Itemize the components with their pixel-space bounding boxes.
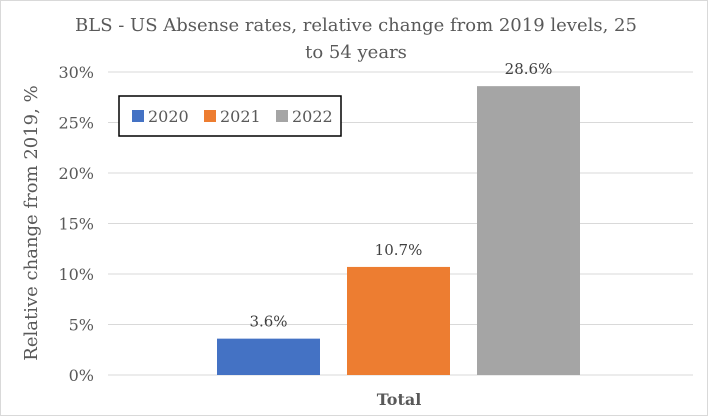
- y-tick-label: 20%: [58, 164, 94, 183]
- y-tick-label: 25%: [58, 114, 94, 133]
- chart-title-line2: to 54 years: [305, 42, 407, 63]
- legend-label-2021: 2021: [220, 107, 261, 126]
- legend: 2020 2021 2022: [118, 95, 342, 137]
- y-tick-label: 10%: [58, 265, 94, 284]
- y-axis-ticks: 0% 5% 10% 15% 20% 25% 30%: [58, 63, 94, 385]
- bar-2022: [477, 86, 580, 375]
- data-labels: 3.6% 10.7% 28.6%: [249, 60, 552, 331]
- y-tick-label: 5%: [69, 316, 94, 335]
- bar-2021: [347, 266, 450, 375]
- data-label-2022: 28.6%: [505, 60, 553, 78]
- data-label-2020: 3.6%: [249, 313, 287, 331]
- y-tick-label: 15%: [58, 215, 94, 234]
- legend-swatch-2021: [204, 110, 216, 122]
- data-label-2021: 10.7%: [375, 241, 423, 259]
- x-axis-category-label: Total: [377, 390, 422, 409]
- y-tick-label: 30%: [58, 63, 94, 82]
- bars: [217, 86, 580, 375]
- legend-box: [118, 95, 342, 137]
- legend-label-2020: 2020: [148, 107, 189, 126]
- legend-swatch-2020: [132, 110, 144, 122]
- legend-swatch-2022: [276, 110, 288, 122]
- chart-title-line1: BLS - US Absense rates, relative change …: [75, 15, 637, 36]
- bar-2020: [217, 338, 320, 375]
- y-tick-label: 0%: [69, 366, 94, 385]
- y-axis-label: Relative change from 2019, %: [21, 85, 42, 360]
- legend-label-2022: 2022: [292, 107, 333, 126]
